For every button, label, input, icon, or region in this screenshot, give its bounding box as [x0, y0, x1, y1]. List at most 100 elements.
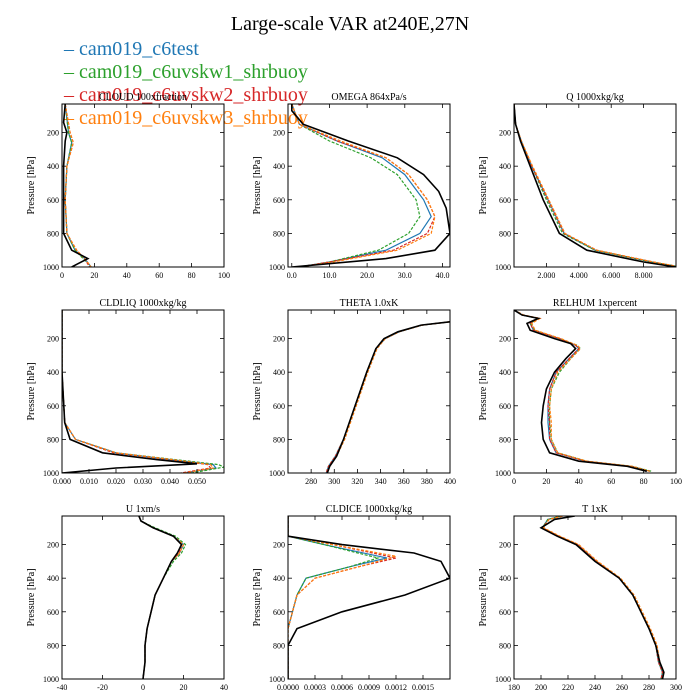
y-axis-label: Pressure [hPa] — [26, 568, 37, 626]
x-tick-label: 0.0000 — [277, 683, 299, 692]
series-cam019_c6uvskw1_shrbuoy — [62, 310, 224, 473]
x-tick-label: 40 — [123, 271, 131, 280]
panel-title: RELHUM 1xpercent — [553, 298, 637, 309]
series-cam019_c6uvskw3_shrbuoy — [326, 321, 450, 473]
y-tick-label: 200 — [47, 129, 59, 138]
x-tick-label: 300 — [670, 683, 682, 692]
x-tick-label: 60 — [155, 271, 163, 280]
panel-q: Q 1000xkg/kg 2.000 4.000 6.000 8.000 200 400 60… — [478, 92, 677, 280]
x-tick-label: 260 — [616, 683, 628, 692]
y-tick-label: 200 — [273, 541, 285, 550]
series-cam019_c6uvskw3_shrbuoy — [291, 104, 436, 267]
x-tick-label: 40 — [575, 477, 583, 486]
y-tick-label: 400 — [47, 162, 59, 171]
x-tick-label: 0 — [512, 477, 516, 486]
x-tick-label: 400 — [444, 477, 456, 486]
x-tick-label: 200 — [535, 683, 547, 692]
legend-entry-4: – cam019_c6uvskw3_shrbuoy — [63, 107, 308, 129]
panel-theta: THETA 1.0xK 280 300 320 340 360 380 400 200 400 60… — [252, 298, 456, 486]
axes-frame — [61, 309, 225, 474]
y-tick-label: 600 — [47, 196, 59, 205]
series-cam019_c6test — [514, 310, 651, 472]
y-tick-label: 400 — [47, 368, 59, 377]
x-tick-label: 6.000 — [602, 271, 620, 280]
x-tick-label: 100 — [218, 271, 230, 280]
y-tick-label: 400 — [47, 574, 59, 583]
x-tick-label: 0.010 — [80, 477, 98, 486]
series-cam019_c6uvskw2_shrbuoy — [291, 104, 436, 267]
panel-title: Q 1000xkg/kg — [566, 92, 624, 103]
y-tick-label: 600 — [273, 608, 285, 617]
x-tick-label: 380 — [421, 477, 433, 486]
y-tick-label: 600 — [47, 608, 59, 617]
x-tick-label: 100 — [670, 477, 682, 486]
x-tick-label: 20.0 — [360, 271, 374, 280]
y-tick-label: 200 — [499, 335, 511, 344]
y-tick-label: 600 — [273, 196, 285, 205]
panel-title: OMEGA 864xPa/s — [331, 92, 406, 103]
axes-frame — [287, 309, 451, 474]
series-cam019_c6uvskw2_shrbuoy — [62, 310, 212, 473]
x-tick-label: 360 — [398, 477, 410, 486]
axes-frame — [513, 515, 677, 680]
panel-cldliq: CLDLIQ 1000xkg/kg 0.000 0.010 0.020 0.030 0.0… — [26, 298, 225, 486]
series-cam019_c6test — [291, 104, 432, 267]
legend-entry-3: – cam019_c6uvskw2_shrbuoy — [63, 84, 308, 106]
panel-u: U 1xm/s -40 -20 0 20 40 200 400 600 800 1000 Pressu… — [26, 504, 228, 692]
y-tick-label: 800 — [273, 229, 285, 238]
x-tick-label: 0.030 — [134, 477, 152, 486]
series-cam019_c6uvskw1_shrbuoy — [514, 310, 652, 472]
y-tick-label: 200 — [47, 335, 59, 344]
panel-title: CLOUD 100xfraction — [99, 92, 187, 103]
x-tick-label: -20 — [97, 683, 108, 692]
panel-omega: OMEGA 864xPa/s 0.0 10.0 20.0 30.0 40.0 200 400 6… — [252, 92, 451, 280]
y-tick-label: 800 — [273, 641, 285, 650]
x-tick-label: 40.0 — [435, 271, 449, 280]
y-tick-label: 600 — [273, 402, 285, 411]
y-tick-label: 200 — [273, 335, 285, 344]
panel-cloud: CLOUD 100xfraction 0 20 40 60 80 100 200 400 600 8… — [26, 92, 230, 280]
y-tick-label: 800 — [499, 435, 511, 444]
panel-title: THETA 1.0xK — [340, 298, 399, 309]
y-tick-label: 1000 — [43, 263, 59, 272]
y-tick-label: 800 — [47, 435, 59, 444]
x-tick-label: 10.0 — [322, 271, 336, 280]
y-axis-label: Pressure [hPa] — [478, 568, 489, 626]
series-obs — [514, 104, 676, 267]
x-tick-label: 280 — [643, 683, 655, 692]
y-axis-label: Pressure [hPa] — [252, 156, 263, 214]
x-tick-label: 280 — [305, 477, 317, 486]
x-tick-label: 2.000 — [537, 271, 555, 280]
series-obs — [138, 516, 183, 679]
y-tick-label: 800 — [47, 641, 59, 650]
x-tick-label: 8.000 — [635, 271, 653, 280]
legend: – cam019_c6test– cam019_c6uvskw1_shrbuoy… — [63, 38, 308, 129]
panel-title: T 1xK — [582, 504, 608, 515]
x-tick-label: 0.0003 — [304, 683, 326, 692]
y-tick-label: 600 — [499, 402, 511, 411]
series-cam019_c6uvskw1_shrbuoy — [288, 516, 381, 679]
panel-t: T 1xK 180 200 220 240 260 280 300 200 400 600 800 10… — [478, 504, 682, 692]
y-tick-label: 400 — [499, 368, 511, 377]
y-tick-label: 200 — [499, 541, 511, 550]
x-tick-label: 80 — [640, 477, 648, 486]
y-axis-label: Pressure [hPa] — [26, 362, 37, 420]
series-cam019_c6uvskw2_shrbuoy — [514, 310, 649, 472]
panel-cldice: CLDICE 1000xkg/kg 0.0000 0.0003 0.0006 0.000… — [252, 504, 451, 692]
y-tick-label: 800 — [499, 641, 511, 650]
y-tick-label: 200 — [499, 129, 511, 138]
x-tick-label: 180 — [508, 683, 520, 692]
y-tick-label: 1000 — [269, 263, 285, 272]
y-tick-label: 600 — [499, 608, 511, 617]
panel-title: CLDICE 1000xkg/kg — [326, 504, 412, 515]
y-tick-label: 400 — [499, 574, 511, 583]
x-tick-label: 0.040 — [161, 477, 179, 486]
y-tick-label: 800 — [47, 229, 59, 238]
series-cam019_c6uvskw3_shrbuoy — [542, 516, 665, 679]
series-cam019_c6test — [62, 310, 218, 473]
x-tick-label: 0.050 — [188, 477, 206, 486]
series-cam019_c6uvskw1_shrbuoy — [541, 516, 664, 679]
x-tick-label: 40 — [220, 683, 228, 692]
y-axis-label: Pressure [hPa] — [478, 362, 489, 420]
